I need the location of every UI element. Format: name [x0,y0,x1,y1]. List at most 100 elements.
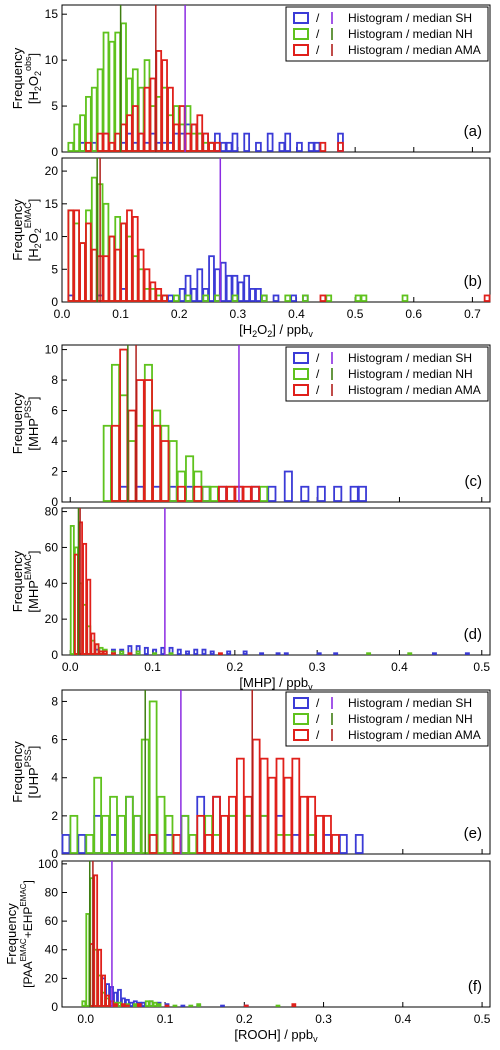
bar-sh [464,652,470,655]
bar-nh [243,814,253,854]
bar-ama [85,222,92,302]
bar-nh [407,652,413,655]
bar-sh [283,470,293,502]
bar-sh [243,814,253,854]
bar-ama [307,795,317,854]
svg-text:[PAAEMAC+EHPEMAC]: [PAAEMAC+EHPEMAC] [19,880,35,988]
legend-entry-ama: Histogram / median AMA [348,728,481,742]
bar-sh [193,648,199,655]
bar-sh [219,141,227,152]
bar-nh [119,394,129,502]
legend-swatch [293,713,309,725]
legend-slash: / [316,43,320,57]
legend-swatch [293,368,309,380]
legend-slash: / [316,712,320,726]
y-tick-label: 0 [51,295,58,309]
bar-nh [67,141,75,152]
svg-text:[MHPEMAC]: [MHPEMAC] [23,550,41,612]
bar-nh [226,485,236,502]
y-tick-label: 0 [51,495,58,509]
bar-ama [108,141,116,152]
x-axis-label: [H2O2] / ppbv [239,322,313,339]
legend-slash: / [316,728,320,742]
bar-ama [101,974,106,1007]
bar-sh [128,1001,134,1007]
bar-nh [185,455,195,502]
y-tick-label: 0 [51,648,58,662]
bar-nh [125,795,134,854]
y-tick-label: 20 [45,971,59,985]
y-axis-label: Frequency [UHPPSS] [10,741,41,803]
bar-sh [225,274,233,302]
y-axis-label: Frequency [H2O2EMAC] [10,199,43,262]
y-tick-label: 0 [51,1000,58,1014]
legend-entry-ama: Histogram / median AMA [348,43,481,57]
bar-sh [201,485,211,502]
bar-ama [102,650,108,655]
legend-slash: / [316,383,320,397]
panel-label: (b) [464,273,482,290]
bar-ama [98,650,104,655]
bar-ama [483,294,491,302]
legend-swatch [293,44,309,56]
bar-sh [208,255,215,302]
y-tick-label: 2 [51,465,58,479]
bar-nh [156,1003,162,1007]
bar-sh [333,652,339,655]
bar-ama [102,132,110,152]
bar-ama [217,485,228,502]
plot-frame [61,157,491,303]
bar-nh [156,795,166,854]
panel-c: 0 2 4 6 8 10 (c) Frequency [MHPPSS] / Histogram / … [10,343,491,509]
svg-text:Frequency: Frequency [4,903,19,965]
bar-nh [202,294,209,302]
bar-nh [108,40,116,152]
plot-frame [61,4,491,153]
y-tick-label: 10 [45,230,59,244]
bar-sh [250,485,260,502]
bar-sh [354,834,364,854]
bar-ama [172,834,182,854]
legend-swatch [293,729,309,741]
y-tick-label: 2 [51,809,58,823]
bar-ama [291,1003,297,1007]
bar-ama [291,757,301,854]
bar-nh [259,814,269,854]
bar-sh [185,485,195,502]
bar-nh [228,814,237,854]
bar-ama [143,86,151,152]
bar-sh [349,485,359,502]
bar-ama [93,874,99,1007]
bar-ama [161,294,168,302]
bar-ama [67,209,75,302]
bar-sh [231,132,239,152]
bar-nh [260,294,268,302]
y-tick-label: 0 [51,145,58,159]
bars [67,176,491,302]
bar-ama [120,222,127,302]
bar-nh [79,114,86,152]
legend-slash: / [316,351,320,365]
bar-sh [201,648,207,655]
bar-ama [127,652,133,655]
bar-ama [149,77,157,152]
bar-sh [77,834,87,854]
legend: / Histogram / median SH / Histogram / media… [285,346,489,402]
bar-ama [105,994,110,1007]
bar-ama [319,294,327,302]
bar-ama [108,235,116,302]
bar-nh [152,652,158,655]
bar-nh [360,294,368,302]
bar-ama [143,268,151,302]
bar-sh [93,814,103,854]
bar-sh [242,650,248,655]
bars [102,348,367,502]
bar-ama [193,485,203,502]
bar-ama [110,424,121,502]
panel-label: (d) [464,626,482,643]
bar-sh [160,646,166,655]
bar-nh [283,834,293,854]
x-axis-label: [MHP] / ppbv [239,675,313,692]
bar-nh [127,440,137,502]
x-tick-label: 0.3 [309,660,326,674]
